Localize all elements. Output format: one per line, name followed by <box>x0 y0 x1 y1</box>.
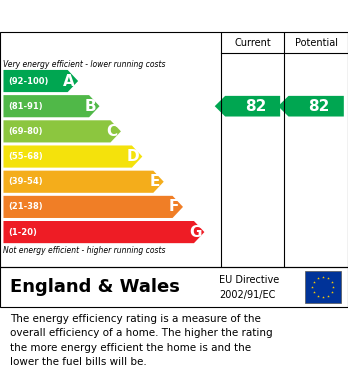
Text: (1-20): (1-20) <box>9 228 38 237</box>
Polygon shape <box>3 120 121 142</box>
Text: F: F <box>168 199 179 214</box>
Text: E: E <box>149 174 159 189</box>
Text: Potential: Potential <box>295 38 338 48</box>
Text: England & Wales: England & Wales <box>10 278 180 296</box>
Bar <box>304 271 341 303</box>
Text: D: D <box>127 149 139 164</box>
Text: (81-91): (81-91) <box>9 102 43 111</box>
Text: 82: 82 <box>245 99 266 114</box>
Polygon shape <box>278 96 344 117</box>
Text: Energy Efficiency Rating: Energy Efficiency Rating <box>10 9 220 23</box>
Text: Very energy efficient - lower running costs: Very energy efficient - lower running co… <box>3 60 166 69</box>
Polygon shape <box>3 95 100 117</box>
Text: B: B <box>84 99 96 114</box>
Polygon shape <box>3 196 183 218</box>
Polygon shape <box>3 170 164 193</box>
Text: The energy efficiency rating is a measure of the
overall efficiency of a home. T: The energy efficiency rating is a measur… <box>10 314 273 367</box>
Text: G: G <box>189 224 201 240</box>
Text: (92-100): (92-100) <box>9 77 49 86</box>
Polygon shape <box>3 70 78 92</box>
Text: (55-68): (55-68) <box>9 152 44 161</box>
Text: Not energy efficient - higher running costs: Not energy efficient - higher running co… <box>3 246 166 255</box>
Text: 2002/91/EC: 2002/91/EC <box>219 290 276 300</box>
Text: (39-54): (39-54) <box>9 177 43 186</box>
Text: 82: 82 <box>308 99 330 114</box>
Polygon shape <box>3 221 204 243</box>
Polygon shape <box>3 145 142 168</box>
Text: C: C <box>106 124 117 139</box>
Text: A: A <box>63 74 74 88</box>
Polygon shape <box>215 96 280 117</box>
Text: EU Directive: EU Directive <box>219 275 279 285</box>
Text: (21-38): (21-38) <box>9 203 43 212</box>
Text: (69-80): (69-80) <box>9 127 43 136</box>
Text: Current: Current <box>234 38 271 48</box>
